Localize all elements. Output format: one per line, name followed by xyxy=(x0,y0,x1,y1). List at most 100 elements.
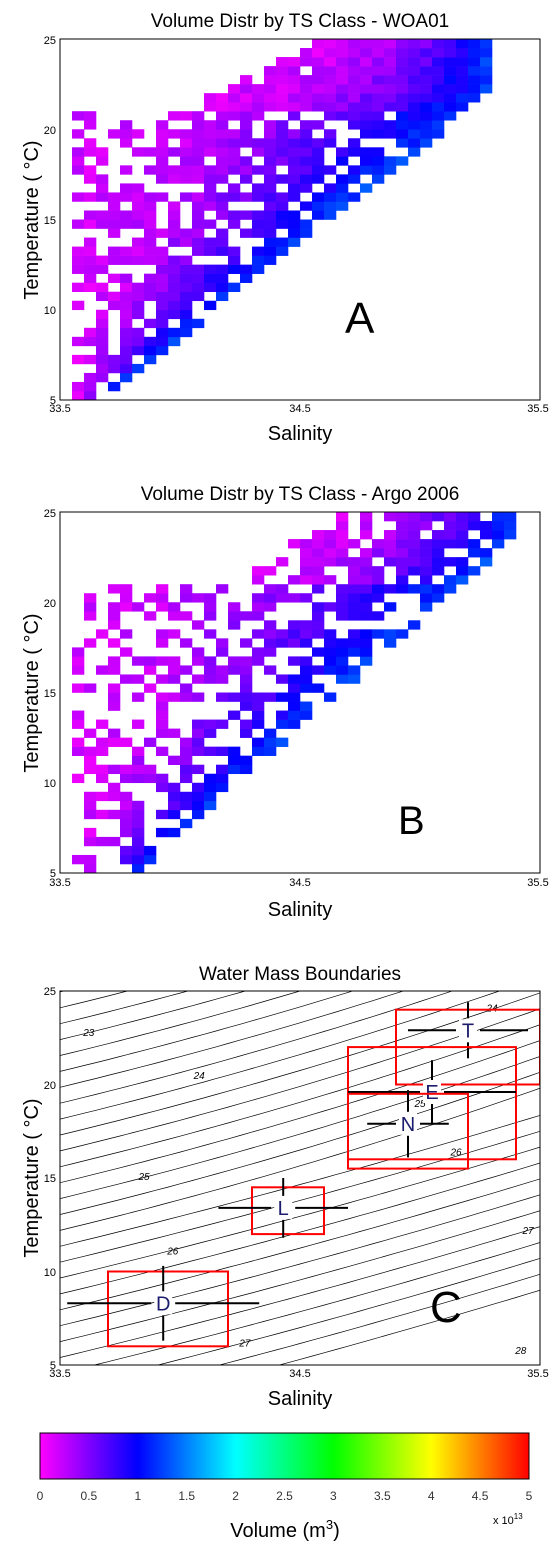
heat-cell xyxy=(336,84,349,94)
heat-cell xyxy=(372,66,385,76)
heat-cell xyxy=(84,791,97,802)
heat-cell xyxy=(312,93,325,103)
heat-cell xyxy=(216,192,229,202)
heat-cell xyxy=(360,521,373,531)
heat-cell xyxy=(132,309,145,320)
heat-cell xyxy=(132,219,145,229)
heat-cell xyxy=(132,863,145,874)
heat-cell xyxy=(132,201,145,211)
heat-cell xyxy=(348,48,361,58)
heat-cell xyxy=(468,539,481,549)
heat-cell xyxy=(168,129,181,139)
heat-cell xyxy=(348,93,361,103)
heat-cell xyxy=(132,336,145,347)
heat-cell xyxy=(192,156,205,166)
heat-cell xyxy=(360,48,373,58)
heat-cell xyxy=(252,692,265,702)
heat-cell xyxy=(276,84,289,94)
heat-cell xyxy=(300,620,313,630)
heat-cell xyxy=(72,656,85,666)
heat-cell xyxy=(120,791,133,802)
heat-cell xyxy=(276,629,289,639)
heat-cell xyxy=(396,629,409,639)
heat-cell xyxy=(84,147,97,157)
heat-cell xyxy=(420,111,433,121)
heat-cell xyxy=(228,219,241,229)
heat-cell xyxy=(408,530,421,540)
heat-cell xyxy=(348,102,361,112)
heat-cell xyxy=(360,530,373,540)
heat-cell xyxy=(96,210,109,220)
heat-cell xyxy=(156,593,169,603)
heat-cell xyxy=(444,93,457,103)
heat-cell xyxy=(192,719,205,729)
heat-cell xyxy=(348,566,361,576)
heat-cell xyxy=(288,692,301,702)
heat-cell xyxy=(216,138,229,148)
heat-cell xyxy=(480,75,493,85)
heat-cell xyxy=(108,219,121,229)
heat-cell xyxy=(408,48,421,58)
heat-cell xyxy=(420,548,433,558)
heat-cell xyxy=(408,120,421,130)
heat-cell xyxy=(204,719,217,729)
water-mass-box-d xyxy=(107,1270,229,1348)
heat-cell xyxy=(288,129,301,139)
heat-cell xyxy=(132,656,145,666)
heat-cell xyxy=(324,629,337,639)
heat-cell xyxy=(312,620,325,630)
heat-cell xyxy=(180,255,193,265)
heat-cell xyxy=(156,629,169,639)
heat-cell xyxy=(192,147,205,157)
colorbar-tick-label: 1 xyxy=(134,1489,141,1503)
heat-cell xyxy=(72,390,85,401)
heat-cell xyxy=(420,566,433,576)
heat-cell xyxy=(132,291,145,302)
colorbar-title-close: ) xyxy=(333,1520,340,1542)
heat-cell xyxy=(264,647,277,657)
heat-cell xyxy=(432,548,445,558)
heat-cell xyxy=(240,102,253,112)
heat-cell xyxy=(288,656,301,666)
heat-cell xyxy=(144,683,157,693)
heat-cell xyxy=(204,165,217,175)
heat-cell xyxy=(180,282,193,293)
heat-cell xyxy=(300,557,313,567)
heat-cell xyxy=(156,809,169,820)
heat-cell xyxy=(420,557,433,567)
heat-cell xyxy=(252,629,265,639)
heat-cell xyxy=(156,309,169,320)
heat-cell xyxy=(432,57,445,67)
heat-cell xyxy=(204,273,217,283)
heat-cell xyxy=(192,228,205,238)
heat-cell xyxy=(180,584,193,594)
heat-cell xyxy=(192,620,205,630)
heat-cell xyxy=(228,111,241,121)
heat-cell xyxy=(96,836,109,847)
panel-b-xtick-1: 34.5 xyxy=(289,877,310,889)
heat-cell xyxy=(96,174,109,184)
heat-cell xyxy=(468,48,481,58)
heat-cell xyxy=(444,57,457,67)
heat-cell xyxy=(360,557,373,567)
heat-cell xyxy=(132,836,145,847)
heat-cell xyxy=(432,93,445,103)
heat-cell xyxy=(204,201,217,211)
heat-cell xyxy=(432,66,445,76)
heat-cell xyxy=(84,210,97,220)
heat-cell xyxy=(204,611,217,621)
heat-cell xyxy=(120,309,133,320)
heat-cell xyxy=(204,120,217,130)
heat-cell xyxy=(372,548,385,558)
heat-cell xyxy=(132,809,145,820)
water-mass-label-bg xyxy=(154,1292,173,1315)
heat-cell xyxy=(396,512,409,522)
heat-cell xyxy=(132,719,145,729)
heat-cell xyxy=(240,656,253,666)
heat-cell xyxy=(96,318,109,329)
colorbar-tick-label: 2.5 xyxy=(276,1489,293,1503)
panel-a-xtick-0: 33.5 xyxy=(49,403,70,415)
heat-cell xyxy=(168,282,181,293)
heat-cell xyxy=(408,566,421,576)
heat-cell xyxy=(132,192,145,202)
